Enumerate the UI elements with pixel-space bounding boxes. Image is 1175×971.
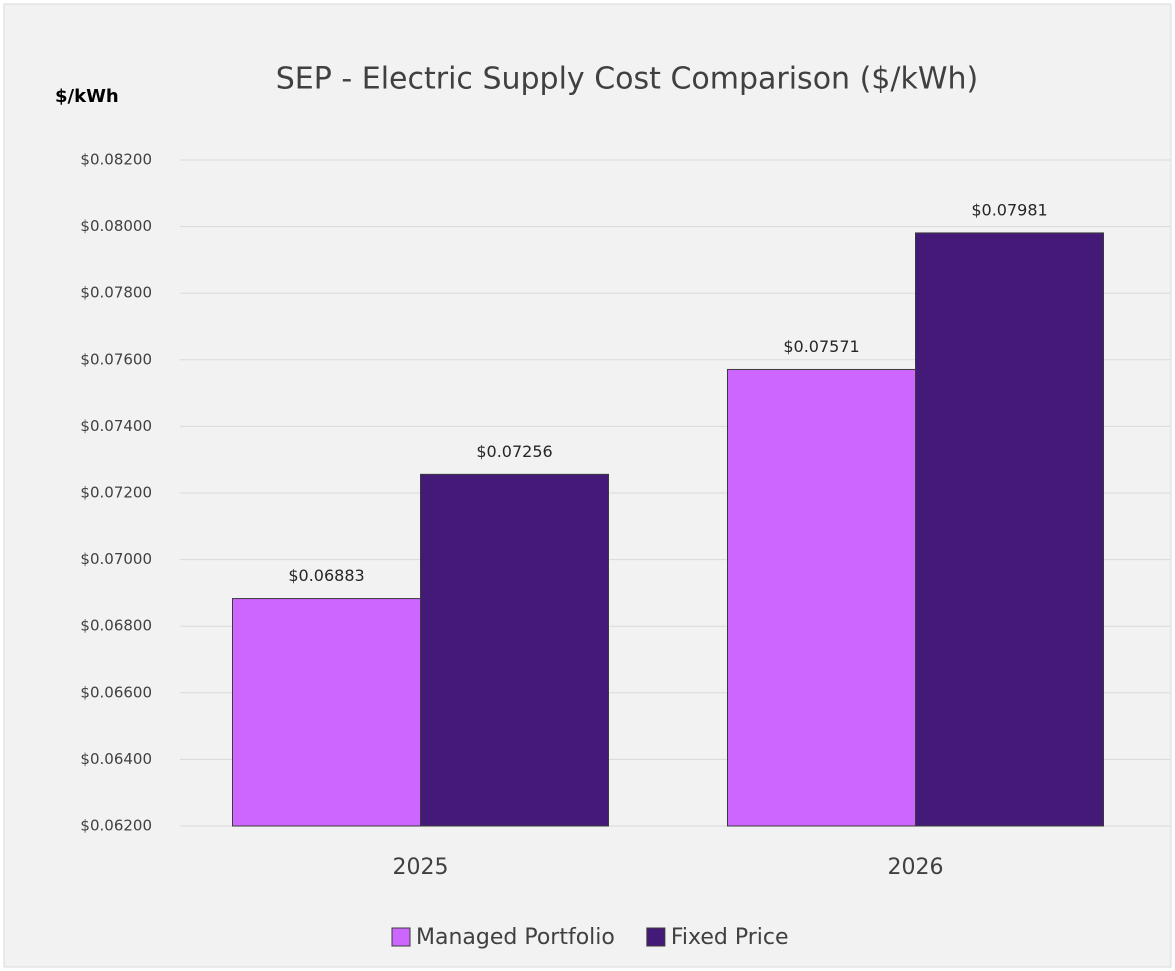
y-tick-label: $0.06200: [80, 817, 152, 835]
data-label: $0.07981: [971, 200, 1047, 219]
legend-swatch: [646, 927, 666, 947]
y-tick-label: $0.06400: [80, 750, 152, 768]
data-label: $0.06883: [288, 566, 364, 585]
y-tick-label: $0.07200: [80, 484, 152, 502]
bar: [727, 368, 916, 827]
data-label: $0.07571: [783, 337, 859, 356]
y-tick-label: $0.07600: [80, 350, 152, 368]
bar: [232, 598, 421, 827]
bar: [915, 232, 1104, 827]
legend-label: Managed Portfolio: [416, 925, 615, 950]
x-tick-label: 2025: [393, 855, 449, 880]
legend-label: Fixed Price: [671, 925, 789, 950]
chart-title: SEP - Electric Supply Cost Comparison ($…: [276, 62, 979, 97]
bar: [420, 473, 609, 827]
y-tick-label: $0.06600: [80, 683, 152, 701]
legend-swatch: [391, 927, 411, 947]
data-label: $0.07256: [476, 442, 552, 461]
y-tick-label: $0.07800: [80, 284, 152, 302]
y-tick-label: $0.08000: [80, 217, 152, 235]
y-tick-label: $0.07400: [80, 417, 152, 435]
y-axis-label: $/kWh: [55, 86, 119, 107]
y-tick-label: $0.06800: [80, 617, 152, 635]
y-tick-label: $0.08200: [80, 151, 152, 169]
y-tick-label: $0.07000: [80, 550, 152, 568]
x-tick-label: 2026: [888, 855, 944, 880]
